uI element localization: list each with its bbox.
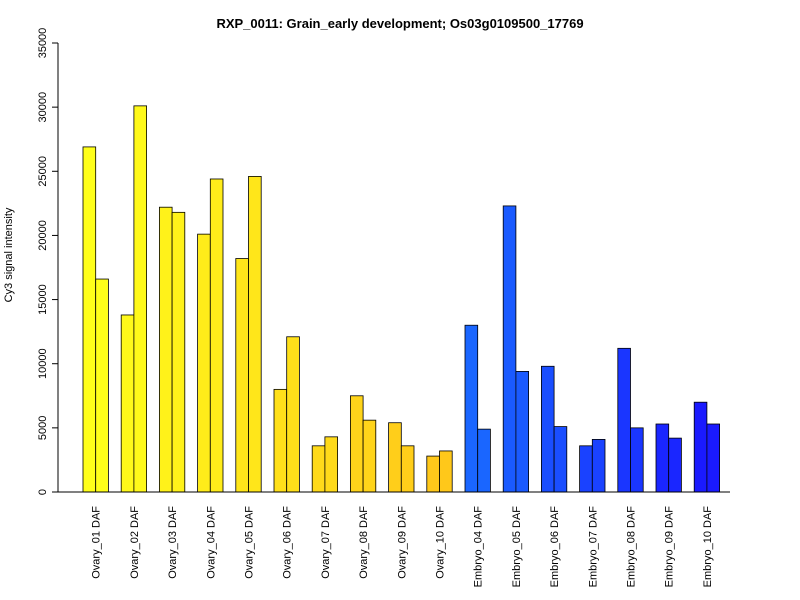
bar [362, 419, 377, 493]
x-tick-label: Ovary_01 DAF [91, 506, 103, 579]
x-axis: Ovary_01 DAF Ovary_02 DAF Ovary_03 DAF Ovar… [58, 491, 730, 588]
bar [158, 206, 173, 493]
x-tick-label: Ovary_02 DAF [129, 506, 141, 579]
x-tick-label: Embryo_04 DAF [473, 506, 485, 588]
y-tick-label: 30000 [37, 92, 49, 123]
bar [655, 423, 670, 493]
x-tick-label: Ovary_09 DAF [396, 506, 408, 579]
bar [120, 314, 135, 493]
x-tick-label: Ovary_03 DAF [167, 506, 179, 579]
bar [668, 437, 682, 493]
bar [706, 423, 721, 493]
x-tick-label: Embryo_08 DAF [626, 506, 638, 588]
bar [617, 347, 631, 493]
bar [235, 258, 249, 493]
bar [477, 428, 491, 493]
bar [324, 436, 338, 493]
bar [197, 233, 211, 493]
bar [82, 146, 97, 493]
bar [591, 439, 606, 493]
y-tick-label: 20000 [37, 220, 49, 251]
bar [541, 365, 555, 493]
bar [579, 445, 593, 493]
bar [630, 427, 644, 493]
bar [693, 401, 708, 493]
y-axis-label: Cy3 signal intensity [3, 207, 15, 302]
y-tick-label: 5000 [37, 416, 49, 440]
bar [95, 278, 109, 493]
bar [248, 176, 262, 493]
x-tick-label: Ovary_06 DAF [282, 506, 294, 579]
bar [311, 445, 326, 493]
y-tick-label: 15000 [37, 284, 49, 315]
bar [439, 450, 453, 493]
y-tick-label: 35000 [37, 28, 49, 59]
x-tick-label: Embryo_06 DAF [549, 506, 561, 588]
bar [553, 426, 568, 493]
bar [133, 105, 147, 493]
bar [502, 205, 517, 493]
x-tick-label: Embryo_10 DAF [702, 506, 714, 588]
bar [171, 211, 186, 493]
chart-title: RXP_0011: Grain_early development; Os03g… [216, 16, 583, 31]
y-tick-label: 10000 [37, 348, 49, 379]
x-tick-label: Embryo_09 DAF [664, 506, 676, 588]
bar [515, 371, 530, 493]
bar [388, 422, 402, 493]
bar [426, 455, 440, 493]
bars [82, 105, 721, 493]
bar [273, 388, 288, 493]
bar [349, 395, 364, 493]
x-tick-label: Ovary_08 DAF [358, 506, 370, 579]
bar [286, 336, 300, 493]
x-tick-label: Ovary_07 DAF [320, 506, 332, 579]
x-tick-label: Ovary_04 DAF [205, 506, 217, 579]
bar [400, 445, 415, 493]
y-tick-label: 25000 [37, 156, 49, 187]
y-axis: 0 5000 10000 15000 20000 25000 30000 35000 [37, 28, 59, 495]
x-tick-label: Ovary_05 DAF [244, 506, 256, 579]
x-tick-label: Ovary_10 DAF [435, 506, 447, 579]
x-tick-label: Embryo_05 DAF [511, 506, 523, 588]
x-tick-label: Embryo_07 DAF [587, 506, 599, 588]
bar [464, 324, 479, 493]
bar [209, 178, 224, 493]
y-tick-label: 0 [37, 489, 49, 495]
